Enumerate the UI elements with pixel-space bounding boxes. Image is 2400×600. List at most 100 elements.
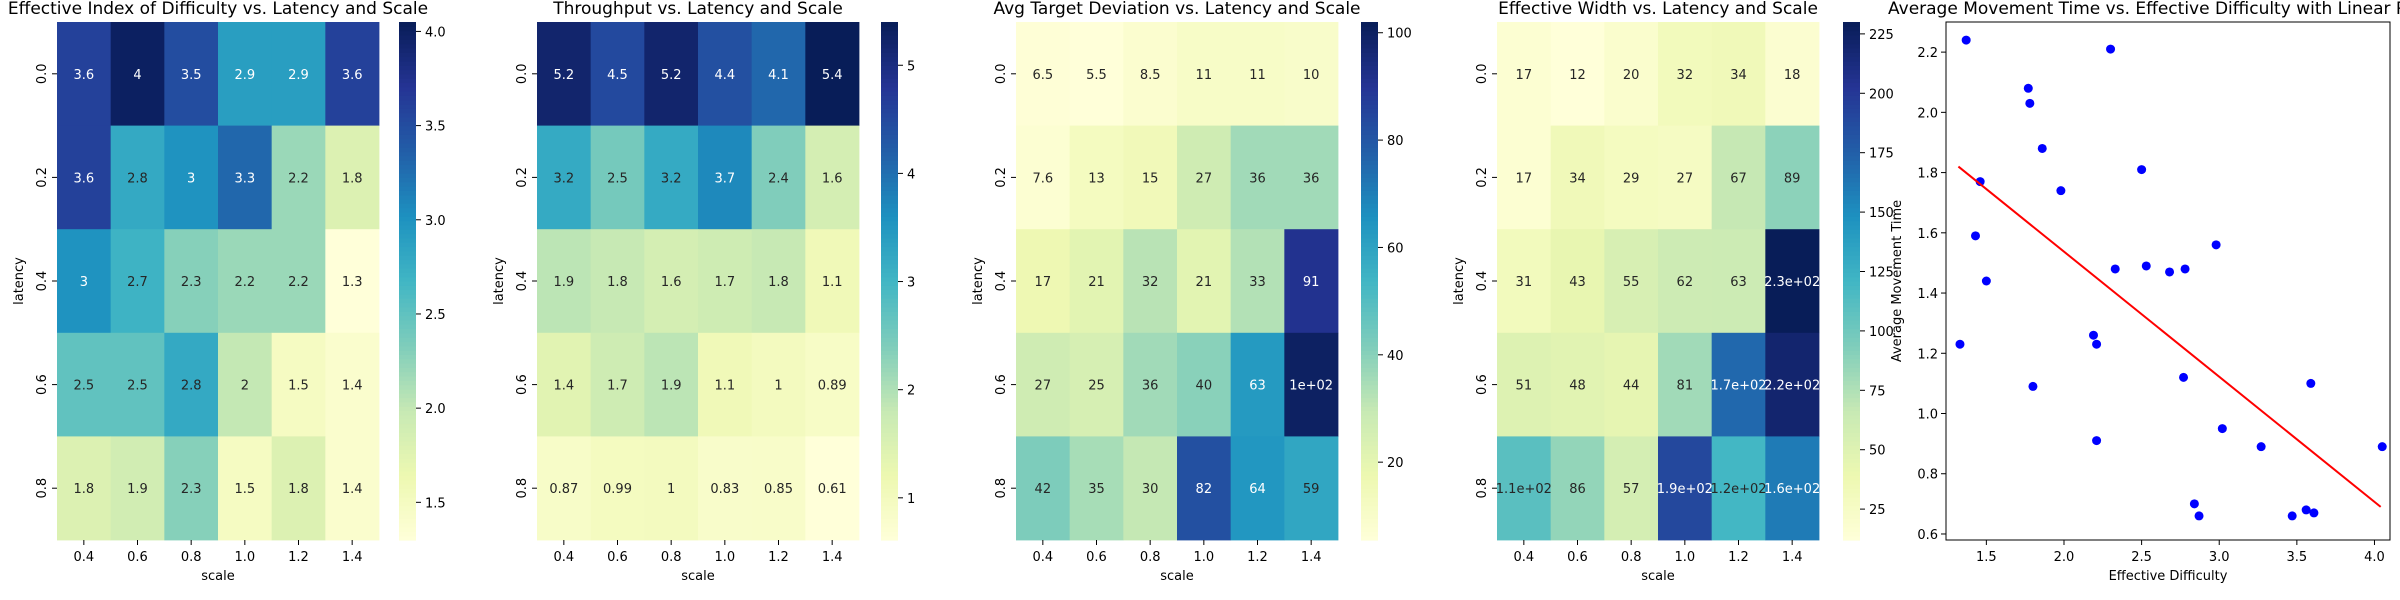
colorbar-segment — [1361, 229, 1378, 235]
x-tick-label: 1.0 — [714, 550, 735, 565]
x-tick-label: 1.5 — [1976, 550, 1997, 565]
cell-annotation: 17 — [1035, 275, 1052, 290]
cell-annotation: 48 — [1569, 379, 1586, 394]
colorbar-tick-label: 125 — [1869, 265, 1894, 280]
heatmap-4: 17 12 20 32 34 18 17 34 29 27 67 89 31 43 55 62 63 2.3e+0… — [1452, 0, 1894, 584]
colorbar-segment — [399, 95, 416, 101]
colorbar-segment — [881, 26, 898, 32]
colorbar-tick-label: 3.5 — [425, 120, 446, 135]
cell-annotation: 42 — [1035, 482, 1052, 497]
colorbar-segment — [881, 306, 898, 312]
colorbar-segment — [399, 194, 416, 200]
plot-frame — [1945, 21, 2391, 541]
colorbar-segment — [1361, 509, 1378, 515]
heatmap-cell — [1230, 125, 1285, 230]
colorbar-segment — [1361, 285, 1378, 291]
colorbar-segment — [881, 198, 898, 204]
colorbar-segment — [399, 155, 416, 161]
colorbar-segment — [1361, 423, 1378, 429]
colorbar-segment — [1361, 281, 1378, 286]
colorbar-segment — [399, 440, 416, 446]
colorbar-segment — [881, 432, 898, 437]
scatter-chart: 1.5 2.0 2.5 3.0 3.5 4.0 0.6 0.8 1.0 1.2 1.4 1.6 1.8 2… — [1888, 0, 2400, 584]
heatmap-cell — [57, 229, 112, 334]
colorbar-segment — [399, 168, 416, 174]
x-tick-label: 0.4 — [73, 550, 94, 565]
scatter-point — [2180, 264, 2190, 274]
colorbar-segment — [1843, 147, 1860, 153]
y-tick-label: 0.6 — [994, 374, 1009, 395]
colorbar-segment — [1361, 384, 1378, 390]
colorbar-segment — [1843, 65, 1860, 71]
x-tick-label: 1.2 — [288, 550, 309, 565]
colorbar-segment — [1361, 440, 1378, 446]
colorbar-segment — [1843, 319, 1860, 325]
heatmap-cell — [1711, 125, 1766, 230]
cell-annotation: 35 — [1088, 482, 1105, 497]
colorbar-segment — [1843, 86, 1860, 92]
cell-annotation: 64 — [1249, 482, 1266, 497]
cell-annotation: 36 — [1249, 171, 1266, 186]
cell-annotation: 5.2 — [661, 68, 682, 83]
colorbar-segment — [881, 246, 898, 252]
colorbar-segment — [881, 211, 898, 217]
colorbar-segment — [881, 531, 898, 537]
x-tick-label: 3.5 — [2287, 550, 2308, 565]
colorbar-segment — [881, 121, 898, 127]
colorbar-segment — [881, 457, 898, 463]
x-tick-label: 1.0 — [234, 550, 255, 565]
colorbar-segment — [1361, 91, 1378, 96]
colorbar-segment — [399, 483, 416, 489]
colorbar-segment — [1843, 47, 1860, 53]
scatter-point — [2037, 143, 2047, 153]
y-tick-label: 0.0 — [35, 63, 50, 84]
scatter-point — [2028, 381, 2038, 391]
heatmap-cell — [644, 332, 699, 437]
cell-annotation: 31 — [1516, 275, 1533, 290]
heatmap-cell — [1123, 22, 1178, 126]
colorbar-segment — [399, 527, 416, 532]
heatmap-cell — [164, 22, 219, 126]
colorbar-segment — [1361, 82, 1378, 88]
colorbar-segment — [881, 82, 898, 88]
colorbar-segment — [1361, 30, 1378, 36]
colorbar-segment — [881, 142, 898, 148]
cell-annotation: 2.5 — [73, 379, 94, 394]
colorbar-tick-label: 50 — [1869, 444, 1886, 459]
heatmap-cell — [1711, 22, 1766, 126]
cell-annotation: 1 — [774, 379, 782, 394]
colorbar-segment — [881, 108, 898, 114]
colorbar-segment — [881, 250, 898, 256]
chart-title: Effective Index of Difficulty vs. Latenc… — [8, 0, 428, 19]
colorbar-segment — [399, 91, 416, 96]
heatmap-cell — [1123, 125, 1178, 230]
colorbar-segment — [1843, 475, 1860, 481]
heatmap-cell — [110, 229, 165, 334]
colorbar-segment — [1361, 375, 1378, 381]
colorbar-segment — [881, 229, 898, 235]
y-tick-label: 0.6 — [35, 374, 50, 395]
colorbar-segment — [881, 501, 898, 507]
colorbar-segment — [1361, 501, 1378, 507]
colorbar-segment — [1843, 527, 1860, 532]
heatmap-3: 6.5 5.5 8.5 11 11 10 7.6 13 15 27 36 36 17 21 32 21 33 91… — [971, 0, 1412, 584]
cell-annotation: 2.3 — [181, 482, 202, 497]
colorbar-segment — [881, 328, 898, 334]
heatmap-cell — [590, 125, 645, 230]
colorbar-segment — [399, 397, 416, 403]
colorbar-segment — [1843, 419, 1860, 425]
colorbar-tick-label: 1 — [907, 492, 915, 507]
colorbar-segment — [399, 427, 416, 433]
colorbar-segment — [1361, 432, 1378, 437]
cell-annotation: 3.5 — [181, 68, 202, 83]
colorbar-segment — [1361, 203, 1378, 209]
colorbar-segment — [881, 311, 898, 317]
chart-title: Effective Width vs. Latency and Scale — [1498, 0, 1818, 19]
colorbar-segment — [399, 289, 416, 295]
cell-annotation: 10 — [1303, 68, 1320, 83]
heatmap-cell — [644, 229, 699, 334]
x-tick-label: 1.4 — [1301, 550, 1322, 565]
colorbar-segment — [1361, 26, 1378, 32]
cell-annotation: 3 — [80, 275, 88, 290]
cell-annotation: 4.4 — [714, 68, 735, 83]
